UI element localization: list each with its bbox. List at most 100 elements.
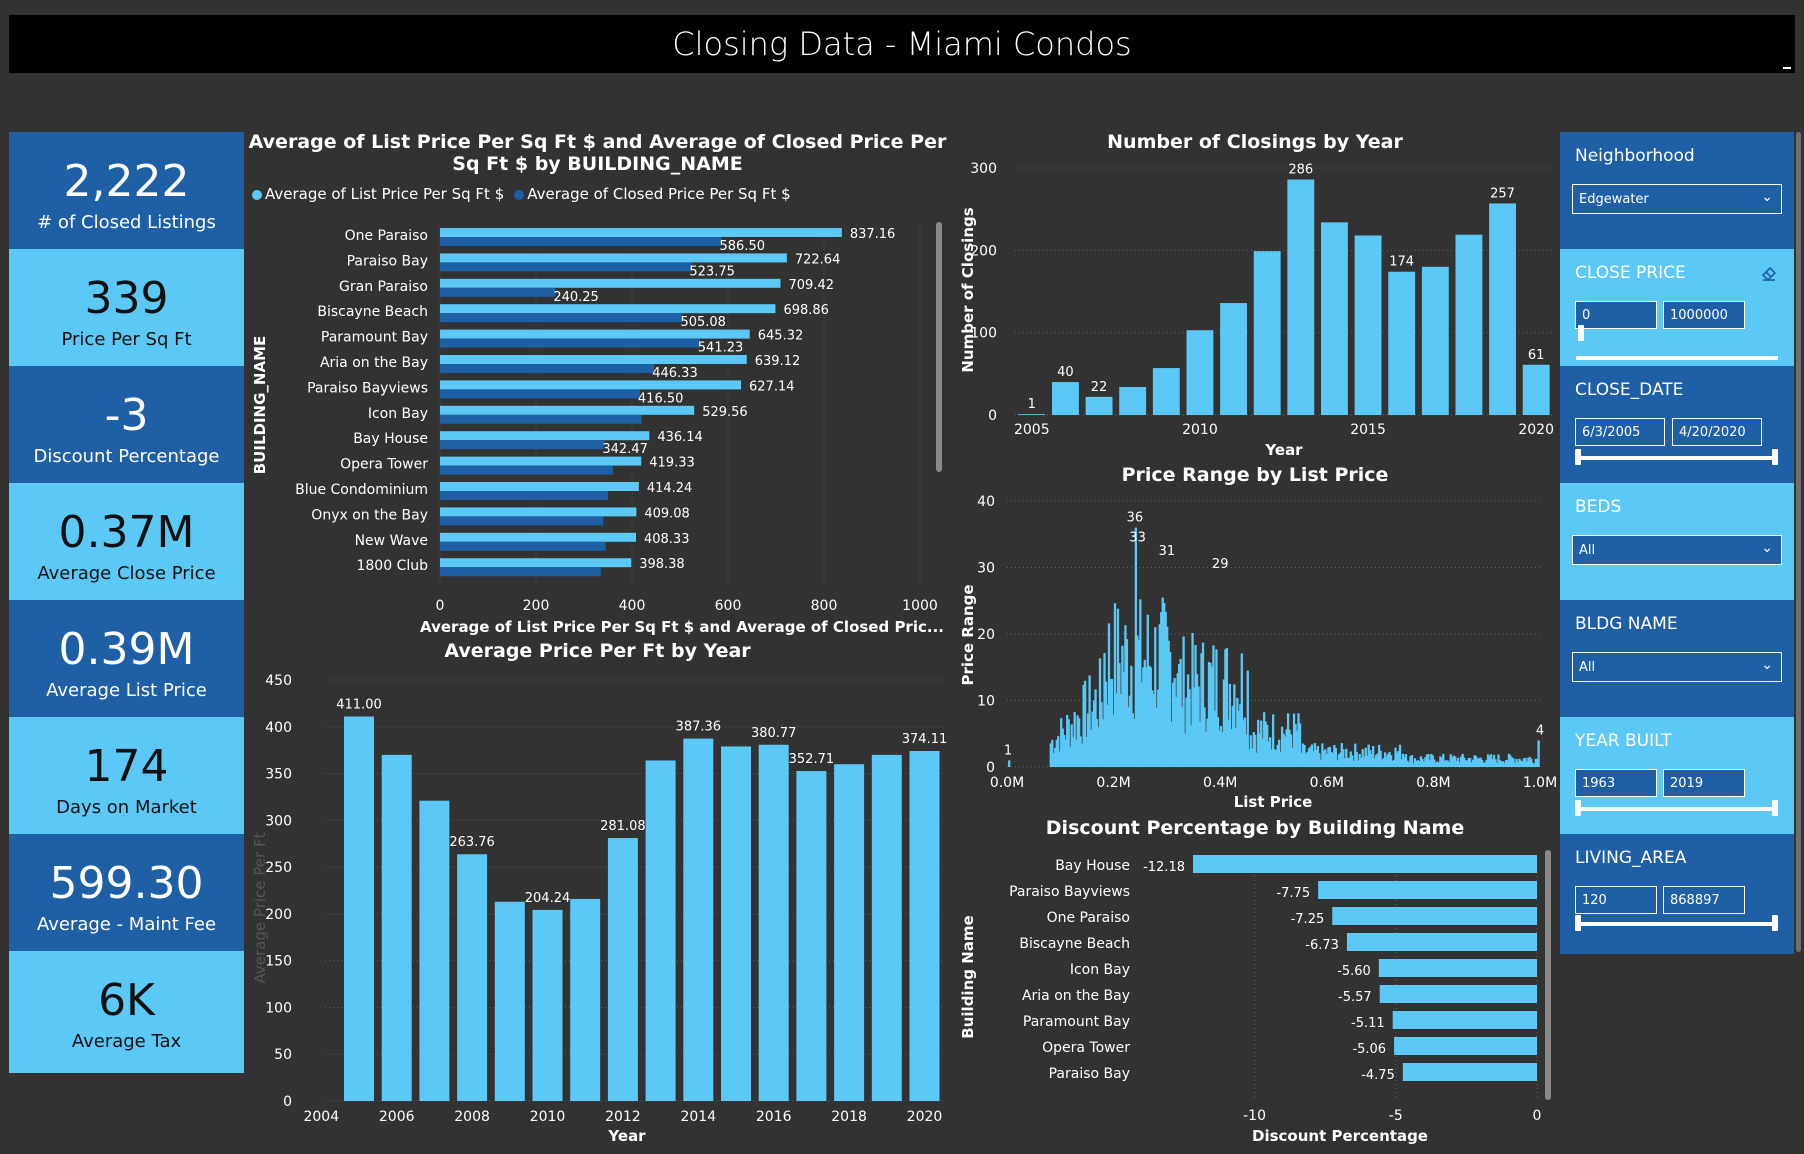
histogram-bar bbox=[1158, 624, 1161, 767]
chevron-down-icon: ⌄ bbox=[1761, 189, 1773, 205]
histogram-bar bbox=[1264, 721, 1267, 767]
year-built-max-input[interactable]: 2019 bbox=[1663, 769, 1745, 797]
living-area-slider-track[interactable] bbox=[1576, 922, 1778, 926]
histogram-bar bbox=[1113, 603, 1117, 767]
bar-closed-price bbox=[440, 491, 608, 500]
y-category-label: One Paraiso bbox=[1047, 910, 1130, 926]
y-category-label: Paraiso Bay bbox=[347, 253, 428, 269]
eraser-icon[interactable] bbox=[1760, 263, 1778, 281]
histogram-bar bbox=[1530, 758, 1533, 767]
year-built-max-handle[interactable] bbox=[1772, 800, 1778, 816]
histogram-bar bbox=[1094, 689, 1097, 767]
histogram-bar bbox=[1143, 659, 1146, 767]
close-price-max-input[interactable]: 1000000 bbox=[1663, 301, 1745, 329]
histogram-bar bbox=[1525, 761, 1529, 767]
histogram-bar bbox=[1289, 734, 1293, 767]
year-built-min-input[interactable]: 1963 bbox=[1575, 769, 1657, 797]
living-area-min-handle[interactable] bbox=[1575, 915, 1581, 931]
x-tick-label: 2020 bbox=[907, 1109, 943, 1125]
bar bbox=[1455, 234, 1483, 415]
histogram-bar bbox=[1337, 754, 1340, 767]
legend-item-list[interactable]: Average of List Price Per Sq Ft $ bbox=[252, 185, 504, 203]
kpi-label: Price Per Sq Ft bbox=[61, 329, 192, 350]
histogram-bar bbox=[1342, 749, 1345, 767]
slicer-neighborhood: Neighborhood Edgewater ⌄ bbox=[1560, 132, 1794, 249]
histogram-bar bbox=[1469, 757, 1472, 767]
close-date-start-input[interactable]: 6/3/2005 bbox=[1575, 418, 1665, 446]
histogram-bar bbox=[1451, 757, 1454, 767]
year-built-slider-track[interactable] bbox=[1576, 807, 1778, 811]
histogram-bar bbox=[1085, 736, 1088, 767]
bar-closed-price bbox=[440, 262, 692, 272]
close-price-slider-track[interactable] bbox=[1576, 356, 1778, 360]
histogram-bar bbox=[1360, 757, 1363, 767]
histogram-bar bbox=[1415, 760, 1418, 767]
histogram-bar bbox=[1163, 603, 1166, 767]
chart-avg-price-per-ft-by-year[interactable]: 0 50 100 150 200 250 300 350 400 450 411.00 263.76 2… bbox=[245, 668, 955, 1148]
close-date-start-handle[interactable] bbox=[1575, 449, 1581, 465]
histogram-bar bbox=[1416, 760, 1420, 767]
chart-closings-by-year[interactable]: 0 100 200 300 1 40 22 286 174 257 61 2005 2010 2015 20… bbox=[955, 155, 1560, 460]
y-tick-label: 200 bbox=[970, 243, 997, 259]
page-scrollbar[interactable] bbox=[1796, 132, 1801, 952]
living-area-min-input[interactable]: 120 bbox=[1575, 886, 1657, 914]
histogram-bar bbox=[1266, 724, 1269, 767]
histogram-bar bbox=[1425, 754, 1429, 767]
data-label-closed: 541.23 bbox=[698, 341, 744, 356]
bar bbox=[1332, 907, 1537, 925]
kpi-label: Days on Market bbox=[56, 797, 197, 818]
bar-closed-price bbox=[440, 414, 642, 424]
kpi-value: 6K bbox=[98, 975, 155, 1026]
histogram-bar bbox=[1476, 758, 1479, 767]
histogram-bar bbox=[1518, 758, 1521, 767]
histogram-bar bbox=[1279, 751, 1282, 767]
histogram-bar bbox=[1186, 674, 1190, 767]
histogram-bar bbox=[1057, 736, 1060, 767]
neighborhood-dropdown[interactable]: Edgewater ⌄ bbox=[1572, 184, 1782, 214]
bar bbox=[1346, 933, 1537, 951]
close-price-min-input[interactable]: 0 bbox=[1575, 301, 1657, 329]
data-label: -5.60 bbox=[1337, 964, 1371, 979]
histogram-bar bbox=[1434, 762, 1437, 767]
histogram-bar bbox=[1300, 752, 1303, 767]
legend-item-closed[interactable]: Average of Closed Price Per Sq Ft $ bbox=[514, 185, 791, 203]
chart-scrollbar[interactable] bbox=[1545, 850, 1551, 1100]
histogram-bar bbox=[1234, 727, 1237, 767]
beds-dropdown[interactable]: All ⌄ bbox=[1572, 535, 1782, 565]
histogram-bar bbox=[1161, 597, 1164, 767]
histogram-bar bbox=[1339, 752, 1342, 767]
living-area-max-input[interactable]: 868897 bbox=[1663, 886, 1745, 914]
chart-scrollbar[interactable] bbox=[936, 222, 942, 472]
dashboard-title: Closing Data - Miami Condos bbox=[672, 25, 1132, 63]
year-built-min-handle[interactable] bbox=[1575, 800, 1581, 816]
chart-building-price-per-sqft[interactable]: 0 200 400 600 800 1000 Average of List Price P… bbox=[245, 205, 965, 640]
histogram-bar bbox=[1424, 757, 1427, 767]
chart-price-range-by-list-price[interactable]: 0 10 20 30 40 0.0M 0.2M 0.4M 0.6M 0.8M 1.0M 1 36 33 31… bbox=[955, 488, 1560, 813]
bar-closed-price bbox=[440, 287, 556, 297]
close-date-end-input[interactable]: 4/20/2020 bbox=[1672, 418, 1762, 446]
data-label-list: 627.14 bbox=[749, 379, 795, 394]
histogram-bar bbox=[1192, 687, 1196, 767]
histogram-bar bbox=[1389, 755, 1393, 767]
histogram-bar bbox=[1254, 734, 1257, 767]
title-underline-mark bbox=[1783, 67, 1791, 69]
kpi-discount-percentage: -3 Discount Percentage bbox=[9, 366, 244, 483]
bldg-name-dropdown[interactable]: All ⌄ bbox=[1572, 652, 1782, 682]
histogram-bar bbox=[1291, 747, 1294, 767]
histogram-bar bbox=[1280, 726, 1284, 767]
histogram-bar bbox=[1537, 740, 1540, 767]
histogram-bar bbox=[1267, 741, 1270, 767]
close-price-min-handle[interactable] bbox=[1578, 325, 1584, 341]
bar bbox=[1421, 266, 1449, 415]
histogram-bar bbox=[1288, 729, 1291, 767]
histogram-bar bbox=[1182, 636, 1185, 767]
histogram-bar bbox=[1215, 649, 1218, 767]
living-area-max-handle[interactable] bbox=[1772, 915, 1778, 931]
kpi-price-per-sqft: 339 Price Per Sq Ft bbox=[9, 249, 244, 366]
close-date-end-handle[interactable] bbox=[1772, 449, 1778, 465]
bar bbox=[1402, 1063, 1537, 1081]
close-date-slider-track[interactable] bbox=[1576, 456, 1778, 460]
chart-discount-by-building[interactable]: -10 -5 0 Bay House -12.18 Paraiso Bayviews -7.… bbox=[955, 842, 1560, 1147]
slicer-close-date: CLOSE_DATE 6/3/2005 4/20/2020 bbox=[1560, 366, 1794, 483]
histogram-bar bbox=[1207, 662, 1211, 767]
